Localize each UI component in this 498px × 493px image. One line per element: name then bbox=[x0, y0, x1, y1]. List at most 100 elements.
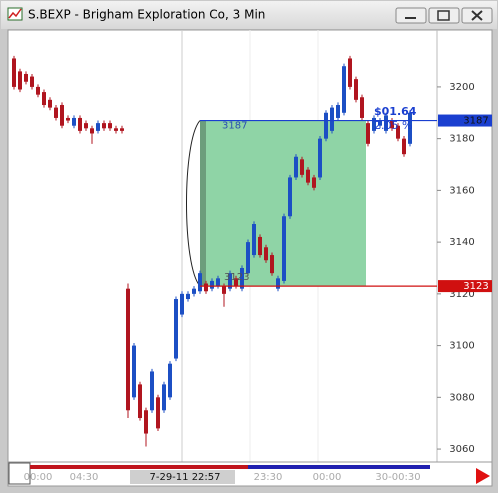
candle-body bbox=[264, 247, 268, 261]
candle-body bbox=[36, 86, 40, 95]
annotation: 2.05 % bbox=[374, 119, 412, 132]
maximize-button[interactable] bbox=[428, 7, 460, 24]
candle-body bbox=[78, 117, 82, 131]
candle-body bbox=[276, 278, 280, 289]
candle-body bbox=[108, 123, 112, 129]
price-tag bbox=[438, 280, 492, 293]
candle-body bbox=[294, 156, 298, 178]
scroll-bar-range[interactable] bbox=[248, 465, 430, 469]
candle-body bbox=[66, 117, 70, 121]
candle-body bbox=[216, 278, 220, 287]
candle-body bbox=[192, 288, 196, 294]
cursor-time-box bbox=[130, 470, 235, 484]
candle-body bbox=[114, 128, 118, 131]
candle-body bbox=[204, 283, 208, 292]
candle-body bbox=[120, 128, 124, 131]
y-tick-label: 3060 bbox=[449, 444, 474, 455]
candle-body bbox=[144, 410, 148, 434]
candle-body bbox=[390, 120, 394, 129]
candle-body bbox=[354, 79, 358, 100]
candle-body bbox=[126, 288, 130, 411]
candle-body bbox=[372, 117, 376, 131]
candle-body bbox=[48, 99, 52, 108]
candle-body bbox=[174, 299, 178, 359]
zone-edge bbox=[200, 120, 206, 287]
candle-body bbox=[198, 273, 202, 292]
candle-body bbox=[330, 107, 334, 131]
corner-box[interactable] bbox=[8, 462, 31, 485]
candle-body bbox=[384, 115, 388, 131]
y-tick-label: 3120 bbox=[449, 289, 474, 300]
y-tick-label: 3100 bbox=[449, 341, 474, 352]
candle-body bbox=[138, 384, 142, 419]
candle-body bbox=[42, 92, 46, 106]
candle-body bbox=[90, 128, 94, 134]
candle-body bbox=[318, 138, 322, 178]
candle-body bbox=[288, 177, 292, 217]
candle-body bbox=[60, 105, 64, 126]
candle-body bbox=[72, 117, 76, 126]
candle-body bbox=[222, 286, 226, 294]
x-tick-label: 30-00:30 bbox=[375, 472, 420, 483]
candle-body bbox=[324, 112, 328, 139]
scroll-bar-past[interactable] bbox=[30, 465, 248, 469]
x-tick-label: 23:30 bbox=[254, 472, 283, 483]
scroll-arrow[interactable] bbox=[476, 468, 490, 484]
candle-body bbox=[156, 397, 160, 429]
candle-body bbox=[240, 267, 244, 289]
candle-body bbox=[258, 236, 262, 256]
zone-label: 3123 bbox=[224, 272, 249, 283]
candle-body bbox=[54, 107, 58, 118]
candle-body bbox=[162, 384, 166, 411]
zone-bracket bbox=[186, 120, 201, 287]
price-tag-label: 3187 bbox=[463, 116, 488, 127]
candle-body bbox=[378, 120, 382, 126]
candle-body bbox=[150, 371, 154, 411]
candle-body bbox=[360, 97, 364, 118]
candle-body bbox=[396, 125, 400, 139]
candle-body bbox=[24, 73, 28, 82]
minimize-button[interactable] bbox=[395, 7, 427, 24]
y-tick-label: 3140 bbox=[449, 237, 474, 248]
candle-body bbox=[342, 66, 346, 113]
candle-body bbox=[270, 255, 274, 274]
candle-body bbox=[306, 169, 310, 183]
close-icon bbox=[471, 10, 483, 21]
x-tick-label: 00:00 bbox=[24, 472, 53, 483]
candle-body bbox=[180, 293, 184, 315]
window-title: S.BEXP - Brigham Exploration Co, 3 Min bbox=[28, 8, 265, 22]
chart: 3060 3080 3100 3120 3140 3160 3180 3200 3187 3187… bbox=[12, 55, 492, 483]
zone-label: 3187 bbox=[222, 121, 247, 132]
candle-body bbox=[186, 293, 190, 300]
candle-body bbox=[102, 123, 106, 129]
app-icon-line bbox=[8, 8, 22, 19]
candle-body bbox=[210, 280, 214, 289]
candle-body bbox=[348, 58, 352, 87]
candle-body bbox=[234, 278, 238, 287]
candle-body bbox=[12, 58, 16, 87]
candle-body bbox=[132, 345, 136, 398]
candle-body bbox=[246, 242, 250, 274]
candle-body bbox=[228, 273, 232, 289]
candle-body bbox=[408, 112, 412, 144]
x-tick-label: 7-29-11 22:57 bbox=[149, 472, 220, 483]
y-tick-label: 3080 bbox=[449, 392, 474, 403]
annotation: $01.64 bbox=[374, 105, 417, 118]
x-tick-label: 00:00 bbox=[313, 472, 342, 483]
candle-body bbox=[300, 159, 304, 175]
candle-body bbox=[18, 71, 22, 90]
candle-body bbox=[402, 138, 406, 155]
candle-body bbox=[96, 123, 100, 131]
candle-body bbox=[84, 123, 88, 129]
y-tick-label: 3180 bbox=[449, 134, 474, 145]
candle-body bbox=[366, 123, 370, 144]
candle-body bbox=[168, 363, 172, 398]
candle-body bbox=[252, 224, 256, 256]
y-tick-label: 3200 bbox=[449, 82, 474, 93]
maximize-icon bbox=[437, 10, 450, 21]
y-tick-label: 3160 bbox=[449, 185, 474, 196]
candle-body bbox=[30, 76, 34, 87]
price-tag bbox=[438, 114, 492, 127]
